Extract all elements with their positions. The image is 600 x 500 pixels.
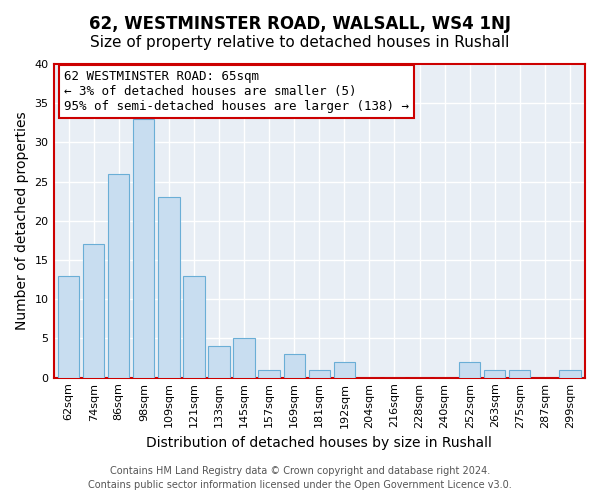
Bar: [58, 276, 79, 378]
Bar: [133, 119, 154, 378]
Text: 62, WESTMINSTER ROAD, WALSALL, WS4 1NJ: 62, WESTMINSTER ROAD, WALSALL, WS4 1NJ: [89, 15, 511, 33]
Text: 62 WESTMINSTER ROAD: 65sqm
← 3% of detached houses are smaller (5)
95% of semi-d: 62 WESTMINSTER ROAD: 65sqm ← 3% of detac…: [64, 70, 409, 114]
Bar: [334, 362, 355, 378]
Bar: [259, 370, 280, 378]
Bar: [459, 362, 481, 378]
Bar: [158, 198, 179, 378]
Bar: [83, 244, 104, 378]
Bar: [509, 370, 530, 378]
Text: Contains HM Land Registry data © Crown copyright and database right 2024.
Contai: Contains HM Land Registry data © Crown c…: [88, 466, 512, 490]
X-axis label: Distribution of detached houses by size in Rushall: Distribution of detached houses by size …: [146, 436, 492, 450]
Bar: [559, 370, 581, 378]
Bar: [484, 370, 505, 378]
Text: Size of property relative to detached houses in Rushall: Size of property relative to detached ho…: [91, 35, 509, 50]
Bar: [308, 370, 330, 378]
Bar: [108, 174, 130, 378]
Bar: [284, 354, 305, 378]
Bar: [208, 346, 230, 378]
Y-axis label: Number of detached properties: Number of detached properties: [15, 112, 29, 330]
Bar: [183, 276, 205, 378]
Bar: [233, 338, 255, 378]
